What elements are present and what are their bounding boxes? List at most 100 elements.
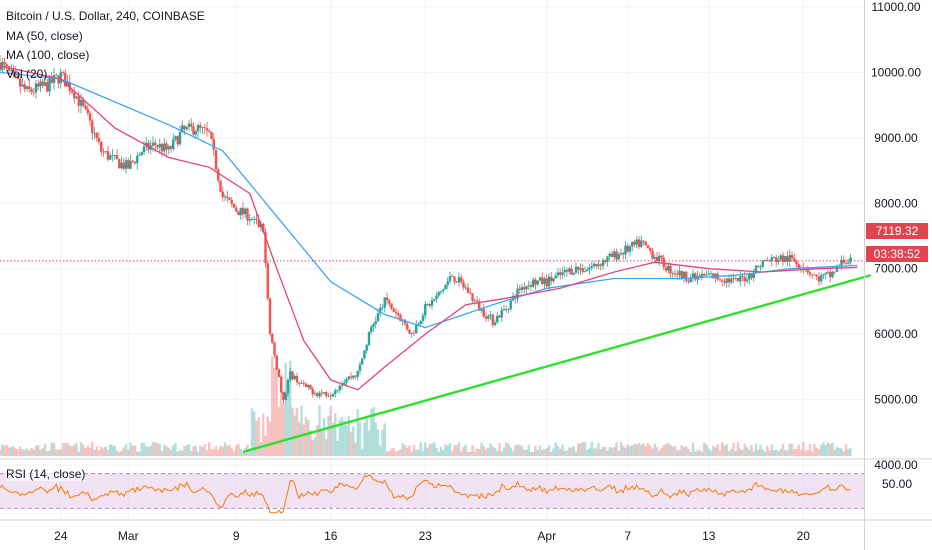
candle-body [266, 263, 269, 299]
volume-bar [70, 446, 74, 456]
candle-body [235, 207, 238, 212]
candle-body [113, 155, 116, 156]
volume-bar [768, 450, 771, 456]
volume-bar [550, 451, 553, 456]
volume-bar [352, 426, 355, 456]
rsi-band [0, 473, 864, 509]
price-tick-label: 6000.00 [874, 327, 918, 341]
candle-body [824, 272, 827, 275]
candle-body [95, 132, 98, 139]
volume-bar [527, 444, 530, 456]
volume-bar [525, 449, 528, 456]
legend-rsi[interactable]: RSI (14, close) [6, 467, 86, 481]
volume-bar [581, 442, 584, 456]
trend-line[interactable] [242, 274, 872, 454]
candle-body [849, 257, 852, 263]
candle-body [579, 268, 582, 270]
volume-bar [124, 444, 128, 456]
volume-bar [592, 448, 596, 456]
time-tick-label: 16 [324, 529, 338, 543]
candle-body [52, 75, 56, 83]
rsi-pane [0, 473, 864, 514]
volume-bar [343, 420, 346, 456]
bar-countdown-badge: 03:38:52 [866, 246, 928, 262]
volume-bar [167, 447, 170, 456]
candle-body [354, 375, 357, 377]
volume-bar [293, 415, 296, 456]
candle-body [300, 382, 303, 384]
candle-body [718, 279, 722, 281]
volume-bar [201, 446, 204, 456]
volume-bar [727, 450, 731, 456]
candle-body [475, 300, 479, 302]
price-axis[interactable]: 4000.00 5000.00 6000.00 7000.00 8000.00 9000.… [871, 0, 921, 472]
volume-bar [815, 447, 818, 456]
volume-bar [10, 446, 13, 456]
candle-body [244, 208, 247, 215]
volume-bar [595, 448, 598, 456]
volume-bar [347, 416, 350, 456]
candle-body [581, 268, 584, 272]
volume-bar [635, 444, 638, 456]
volume-bar [16, 449, 20, 456]
candle-body [372, 324, 375, 327]
volume-bar [118, 451, 121, 456]
candle-body [786, 256, 789, 262]
volume-bar [626, 444, 629, 456]
legend-ma100[interactable]: MA (100, close) [6, 48, 90, 62]
volume-bar [514, 445, 517, 456]
volume-bar [784, 450, 787, 456]
candle-body [214, 149, 218, 170]
candle-body [795, 261, 798, 265]
volume-bar [829, 443, 832, 456]
volume-bar [100, 446, 103, 456]
candle-body [745, 279, 749, 282]
volume-bar [813, 443, 816, 456]
candle-body [653, 256, 656, 259]
volume-bar [673, 446, 677, 456]
volume-bar [680, 445, 683, 456]
candle-body [205, 128, 209, 131]
volume-bar [417, 449, 420, 456]
candle-body [516, 288, 519, 299]
volume-bar [664, 444, 668, 456]
candle-body [451, 276, 454, 277]
candle-body [556, 272, 560, 276]
candle-body [232, 203, 236, 208]
candle-body [808, 272, 812, 275]
volume-bar [790, 443, 794, 456]
candle-body [192, 126, 195, 135]
candle-body [660, 255, 663, 258]
candle-body [491, 314, 494, 326]
volume-bar [671, 446, 674, 456]
volume-bar [532, 451, 535, 456]
volume-bar [147, 447, 150, 456]
legend-ma50[interactable]: MA (50, close) [6, 29, 83, 43]
volume-bar [691, 442, 695, 456]
candle-body [694, 273, 697, 280]
volume-bar [381, 429, 384, 456]
candle-body [131, 160, 134, 162]
candle-body [633, 241, 636, 245]
candle-body [419, 320, 422, 325]
time-axis[interactable]: 24 Mar 9 16 23 Apr 7 13 20 [54, 529, 810, 543]
volume-bar [358, 422, 362, 456]
candle-body [187, 123, 191, 127]
volume-bar [844, 444, 848, 456]
candle-body [385, 297, 389, 301]
candle-body [399, 315, 402, 322]
volume-bar [385, 451, 389, 456]
volume-bar [192, 446, 195, 456]
legend-volume[interactable]: Vol (20) [6, 67, 48, 81]
volume-bar [433, 442, 436, 456]
volume-bar [361, 448, 364, 456]
volume-bar [743, 443, 746, 456]
candle-body [286, 379, 290, 394]
volume-bar [804, 450, 807, 456]
volume-bar [43, 443, 47, 456]
candle-body [651, 250, 654, 259]
volume-bar [637, 442, 641, 456]
volume-bar [831, 442, 834, 456]
volume-bar [327, 415, 330, 456]
